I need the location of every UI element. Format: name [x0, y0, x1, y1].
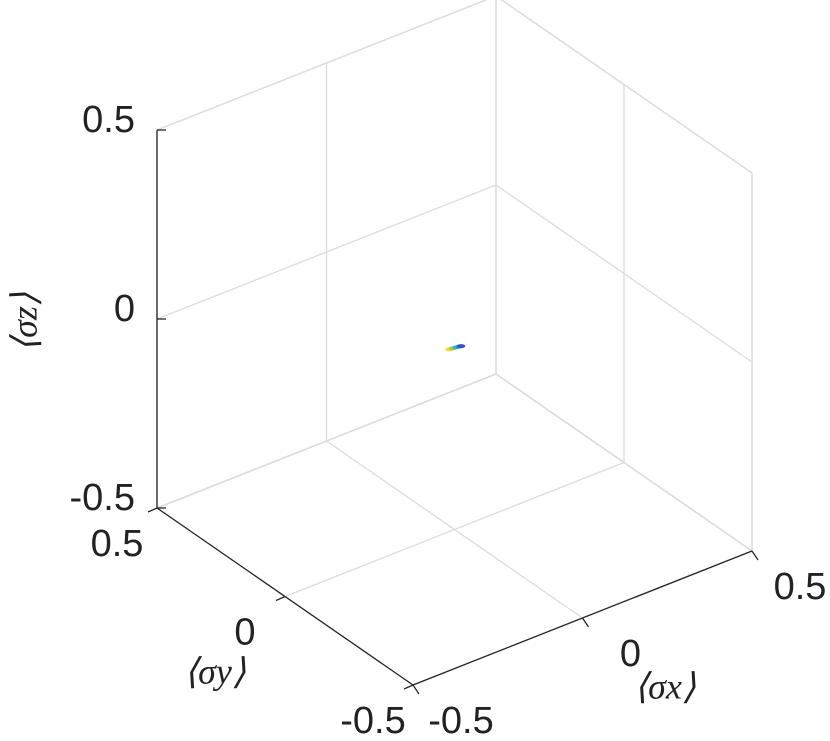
z-tick-label: 0 [114, 288, 135, 330]
x-tick-label: -0.5 [428, 700, 493, 741]
x-axis-label: ⟨σx⟩ [634, 666, 696, 706]
y-axis-label: ⟨σy⟩ [184, 651, 246, 691]
grid-line [156, 373, 497, 509]
y-tick-label: -0.5 [340, 700, 405, 741]
grid-line [495, 373, 753, 552]
grid-line [500, 0, 753, 174]
x-tick [412, 684, 420, 695]
grid-line [495, 184, 753, 363]
y-tick [275, 595, 286, 602]
x-tick [751, 550, 759, 561]
y-tick [147, 507, 158, 513]
grid-line [156, 0, 488, 131]
y-tick-label: 0.5 [91, 523, 144, 565]
z-axis-label: ⟨σz⟩ [4, 292, 44, 352]
x-tick-label: 0 [620, 633, 641, 675]
trajectory-point [457, 344, 466, 349]
z-tick-label: -0.5 [70, 477, 135, 519]
grid-line [156, 184, 497, 320]
y-tick-label: 0 [234, 612, 255, 654]
x-tick-label: 0.5 [774, 566, 827, 608]
grid-line [284, 461, 625, 598]
z-tick-label: 0.5 [82, 99, 135, 141]
y-tick [403, 684, 414, 690]
x-tick [581, 617, 590, 628]
